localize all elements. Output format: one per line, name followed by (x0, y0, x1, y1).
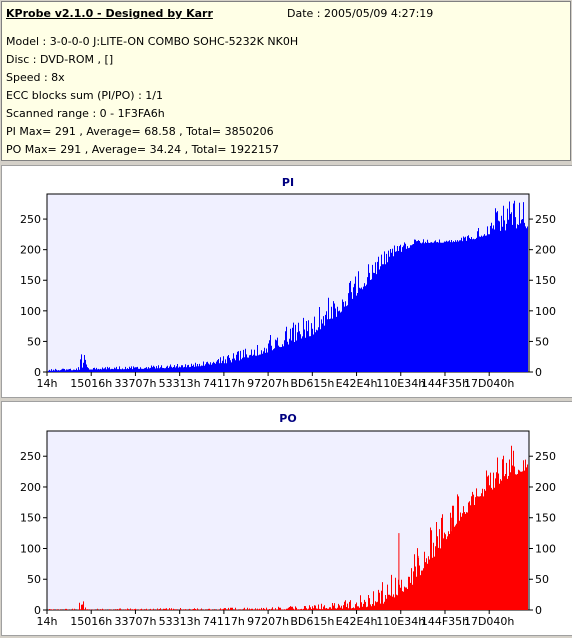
range-line: Scanned range : 0 - 1F3FA6h (6, 107, 165, 120)
y-tick-label-right: 0 (535, 604, 542, 617)
po-chart: PO 0 0 50 50 100 100 150 150 200 200 250 250 14h 15016… (20, 412, 556, 628)
y-tick-label-right: 50 (535, 573, 549, 586)
x-tick-label: 53313h (159, 377, 201, 390)
y-tick-label-right: 250 (535, 450, 556, 463)
x-tick-label: 74117h (203, 615, 245, 628)
y-tick-label-right: 50 (535, 335, 549, 348)
x-tick-label: 74117h (203, 377, 245, 390)
x-tick-label: BD615h (290, 615, 334, 628)
y-tick-label-right: 200 (535, 481, 556, 494)
series-pi (48, 200, 528, 372)
x-tick-label: 144F35h (421, 377, 469, 390)
series-po (48, 445, 528, 610)
scan-date: Date : 2005/05/09 4:27:19 (287, 7, 434, 20)
series-bars (48, 200, 528, 372)
disc-line: Disc : DVD-ROM , [] (6, 53, 114, 66)
speed-line: Speed : 8x (6, 71, 65, 84)
y-tick-label-left: 250 (20, 213, 41, 226)
y-tick-label-right: 150 (535, 274, 556, 287)
x-tick-label: 17D040h (464, 377, 514, 390)
po-summary-line: PO Max= 291 , Average= 34.24 , Total= 19… (6, 143, 279, 156)
pi-chart-panel: PI 0 0 50 50 100 100 150 150 200 200 250 250 14h 15016… (1, 165, 572, 398)
x-tick-label: 144F35h (421, 615, 469, 628)
model-line: Model : 3-0-0-0 J:LITE-ON COMBO SOHC-523… (6, 35, 299, 48)
y-tick-label-left: 200 (20, 481, 41, 494)
y-tick-label-left: 50 (27, 573, 41, 586)
x-tick-label: 14h (37, 615, 58, 628)
x-tick-label: BD615h (290, 377, 334, 390)
x-tick-label: 110E34h (376, 615, 425, 628)
po-chart-panel: PO 0 0 50 50 100 100 150 150 200 200 250 250 14h 15016… (1, 401, 572, 636)
y-tick-label-right: 0 (535, 366, 542, 379)
chart-title: PI (282, 176, 294, 189)
y-tick-label-right: 200 (535, 244, 556, 257)
x-tick-label: 15016h (70, 615, 112, 628)
y-tick-label-left: 200 (20, 244, 41, 257)
x-tick-label: 97207h (247, 377, 289, 390)
info-panel: KProbe v2.1.0 - Designed by Karr Date : … (1, 1, 571, 161)
x-tick-label: E42E4h (336, 377, 378, 390)
x-tick-label: 33707h (114, 615, 156, 628)
y-tick-label-left: 150 (20, 274, 41, 287)
ecc-line: ECC blocks sum (PI/PO) : 1/1 (6, 89, 163, 102)
y-tick-label-right: 250 (535, 213, 556, 226)
y-tick-label-left: 50 (27, 335, 41, 348)
y-tick-label-left: 0 (34, 366, 41, 379)
y-tick-label-right: 150 (535, 512, 556, 525)
x-tick-label: 110E34h (376, 377, 425, 390)
x-tick-label: 97207h (247, 615, 289, 628)
x-tick-label: 53313h (159, 615, 201, 628)
y-tick-label-right: 100 (535, 305, 556, 318)
x-tick-label: 14h (37, 377, 58, 390)
y-tick-label-left: 150 (20, 512, 41, 525)
y-tick-label-left: 250 (20, 450, 41, 463)
pi-summary-line: PI Max= 291 , Average= 68.58 , Total= 38… (6, 125, 274, 138)
y-tick-label-left: 100 (20, 542, 41, 555)
pi-chart: PI 0 0 50 50 100 100 150 150 200 200 250 250 14h 15016… (20, 176, 556, 390)
y-tick-label-right: 100 (535, 542, 556, 555)
x-tick-label: 15016h (70, 377, 112, 390)
series-bars (48, 445, 528, 610)
y-tick-label-left: 100 (20, 305, 41, 318)
x-tick-label: 33707h (114, 377, 156, 390)
chart-title: PO (279, 412, 296, 425)
app-title: KProbe v2.1.0 - Designed by Karr (6, 7, 213, 20)
x-tick-label: E42E4h (336, 615, 378, 628)
x-tick-label: 17D040h (464, 615, 514, 628)
y-tick-label-left: 0 (34, 604, 41, 617)
